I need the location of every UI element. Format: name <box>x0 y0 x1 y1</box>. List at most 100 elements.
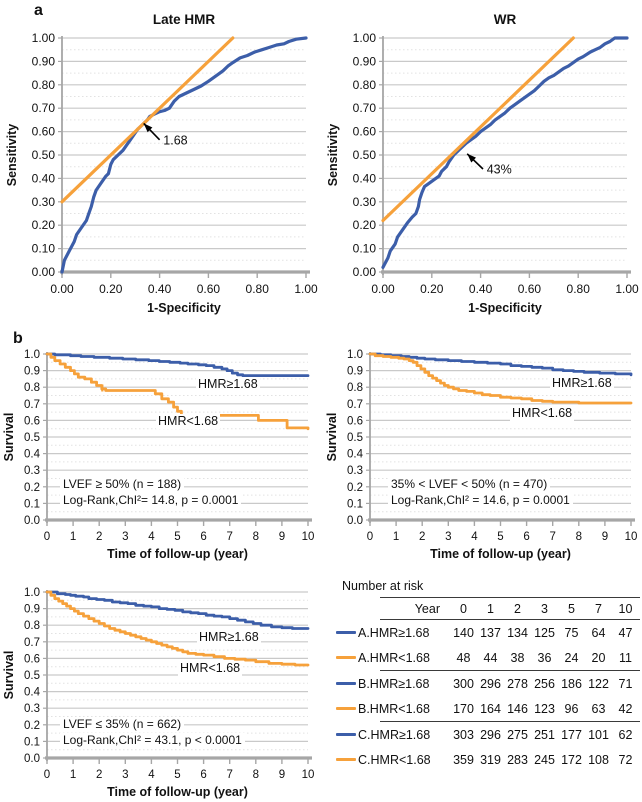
risk-value: 275 <box>507 727 528 742</box>
svg-text:0.8: 0.8 <box>24 382 40 394</box>
risk-value: 300 <box>453 676 474 691</box>
svg-text:0.7: 0.7 <box>347 399 363 411</box>
risk-row-label: C.HMR≥1.68 <box>358 727 431 742</box>
svg-text:1.00: 1.00 <box>353 31 377 45</box>
svg-text:Time of follow-up (year): Time of follow-up (year) <box>107 785 248 799</box>
panel-a-label: a <box>34 2 43 19</box>
svg-text:1.68: 1.68 <box>163 134 187 148</box>
km-chart-lvef-35-50: 0.0 0.1 0.2 0.3 0.4 0.5 0.6 0.7 0.8 0.9 1.0 0 1 2 3 4 5 6… <box>325 349 638 561</box>
svg-text:4: 4 <box>148 531 155 543</box>
risk-value: 245 <box>534 752 555 767</box>
svg-text:0.20: 0.20 <box>353 218 377 232</box>
svg-text:8: 8 <box>576 531 582 543</box>
risk-table-row: C.HMR≥1.68 303 296 275 251 177 101 62 <box>332 722 640 747</box>
risk-table-header: Year 0 1 2 3 5 7 10 <box>332 598 640 619</box>
risk-row-label: B.HMR<1.68 <box>358 701 430 716</box>
svg-text:0.30: 0.30 <box>353 195 377 209</box>
svg-text:1.00: 1.00 <box>294 282 318 296</box>
risk-value: 186 <box>561 676 582 691</box>
km-c-curve-label-low: HMR<1.68 <box>178 661 243 676</box>
svg-text:8: 8 <box>253 769 259 781</box>
svg-text:2: 2 <box>419 531 425 543</box>
svg-text:0.5: 0.5 <box>347 432 363 444</box>
svg-text:0.3: 0.3 <box>24 465 40 477</box>
svg-text:0.0: 0.0 <box>347 515 363 527</box>
svg-text:0.2: 0.2 <box>24 482 40 494</box>
svg-text:6: 6 <box>200 769 206 781</box>
risk-row-label: B.HMR≥1.68 <box>358 676 430 691</box>
svg-text:0.9: 0.9 <box>24 366 40 378</box>
risk-table-year-label: Year <box>414 601 440 616</box>
risk-value: 125 <box>534 625 555 640</box>
risk-value: 42 <box>618 701 633 716</box>
svg-text:0.10: 0.10 <box>353 242 377 256</box>
svg-text:10: 10 <box>302 531 315 543</box>
svg-text:0.0: 0.0 <box>24 515 40 527</box>
svg-text:0.90: 0.90 <box>32 54 56 68</box>
svg-text:0.40: 0.40 <box>469 282 493 296</box>
svg-text:0.3: 0.3 <box>24 703 40 715</box>
svg-text:0.60: 0.60 <box>32 125 56 139</box>
svg-text:2: 2 <box>96 531 102 543</box>
svg-text:0.6: 0.6 <box>347 415 363 427</box>
km-chart-lvef-le-35: 0.0 0.1 0.2 0.3 0.4 0.5 0.6 0.7 0.8 0.9 1.0 0 1 2 3 4 5 6… <box>2 587 315 799</box>
svg-text:0: 0 <box>367 531 373 543</box>
svg-text:0.00: 0.00 <box>32 265 56 279</box>
svg-text:3: 3 <box>122 531 128 543</box>
svg-text:0.1: 0.1 <box>347 498 363 510</box>
risk-value: 62 <box>618 727 633 742</box>
risk-value: 48 <box>456 650 471 665</box>
risk-table-row: A.HMR<1.68 48 44 38 36 24 20 11 <box>332 645 640 670</box>
risk-value: 44 <box>483 650 498 665</box>
svg-text:0: 0 <box>44 769 50 781</box>
svg-text:0.20: 0.20 <box>420 282 444 296</box>
risk-value: 296 <box>480 727 501 742</box>
svg-text:1.00: 1.00 <box>32 31 56 45</box>
svg-text:0.60: 0.60 <box>353 125 377 139</box>
svg-text:0.80: 0.80 <box>567 282 591 296</box>
svg-text:1.00: 1.00 <box>615 282 639 296</box>
svg-text:10: 10 <box>625 531 638 543</box>
risk-table-year-column: 0 <box>460 601 467 616</box>
svg-text:0.4: 0.4 <box>24 449 41 461</box>
svg-text:0.50: 0.50 <box>353 148 377 162</box>
svg-text:3: 3 <box>445 531 451 543</box>
risk-table-year-column: 5 <box>568 601 575 616</box>
svg-text:9: 9 <box>279 769 285 781</box>
risk-value: 101 <box>588 727 609 742</box>
risk-table-rule <box>380 597 640 598</box>
risk-value: 122 <box>588 676 609 691</box>
svg-text:0.60: 0.60 <box>197 282 221 296</box>
km-b-curve-label-low: HMR<1.68 <box>510 406 575 421</box>
risk-table-title: Number at risk <box>342 579 424 593</box>
risk-value: 283 <box>507 752 528 767</box>
svg-text:10: 10 <box>302 769 315 781</box>
svg-text:0.7: 0.7 <box>24 399 40 411</box>
risk-table-row: B.HMR≥1.68 300 296 278 256 186 122 71 <box>332 671 640 696</box>
km-c-subgroup-text: LVEF ≤ 35% (n = 662) <box>60 717 185 732</box>
km-b-subgroup-text: 35% < LVEF < 50% (n = 470) <box>388 477 551 492</box>
km-a-logrank-text: Log-Rank,ChI²= 14.8, p = 0.0001 <box>60 493 242 508</box>
risk-value: 72 <box>618 752 633 767</box>
risk-value: 96 <box>564 701 579 716</box>
risk-value: 256 <box>534 676 555 691</box>
risk-value: 177 <box>561 727 582 742</box>
svg-text:0.8: 0.8 <box>347 382 363 394</box>
risk-value: 108 <box>588 752 609 767</box>
risk-value: 140 <box>453 625 474 640</box>
risk-table-year-column: 3 <box>541 601 548 616</box>
svg-text:1.0: 1.0 <box>24 349 40 361</box>
risk-value: 319 <box>480 752 501 767</box>
risk-value: 134 <box>507 625 528 640</box>
svg-text:4: 4 <box>148 769 155 781</box>
risk-value: 71 <box>618 676 633 691</box>
svg-text:0.2: 0.2 <box>24 720 40 732</box>
svg-text:0.7: 0.7 <box>24 637 40 649</box>
risk-table-year-column: 1 <box>487 601 494 616</box>
svg-text:5: 5 <box>174 531 180 543</box>
risk-value: 170 <box>453 701 474 716</box>
panel-b-label: b <box>13 330 23 347</box>
km-chart-lvef-ge-50: 0.0 0.1 0.2 0.3 0.4 0.5 0.6 0.7 0.8 0.9 1.0 0 1 2 3 4 5 6… <box>2 349 315 561</box>
risk-value: 20 <box>591 650 606 665</box>
svg-text:0.40: 0.40 <box>148 282 172 296</box>
